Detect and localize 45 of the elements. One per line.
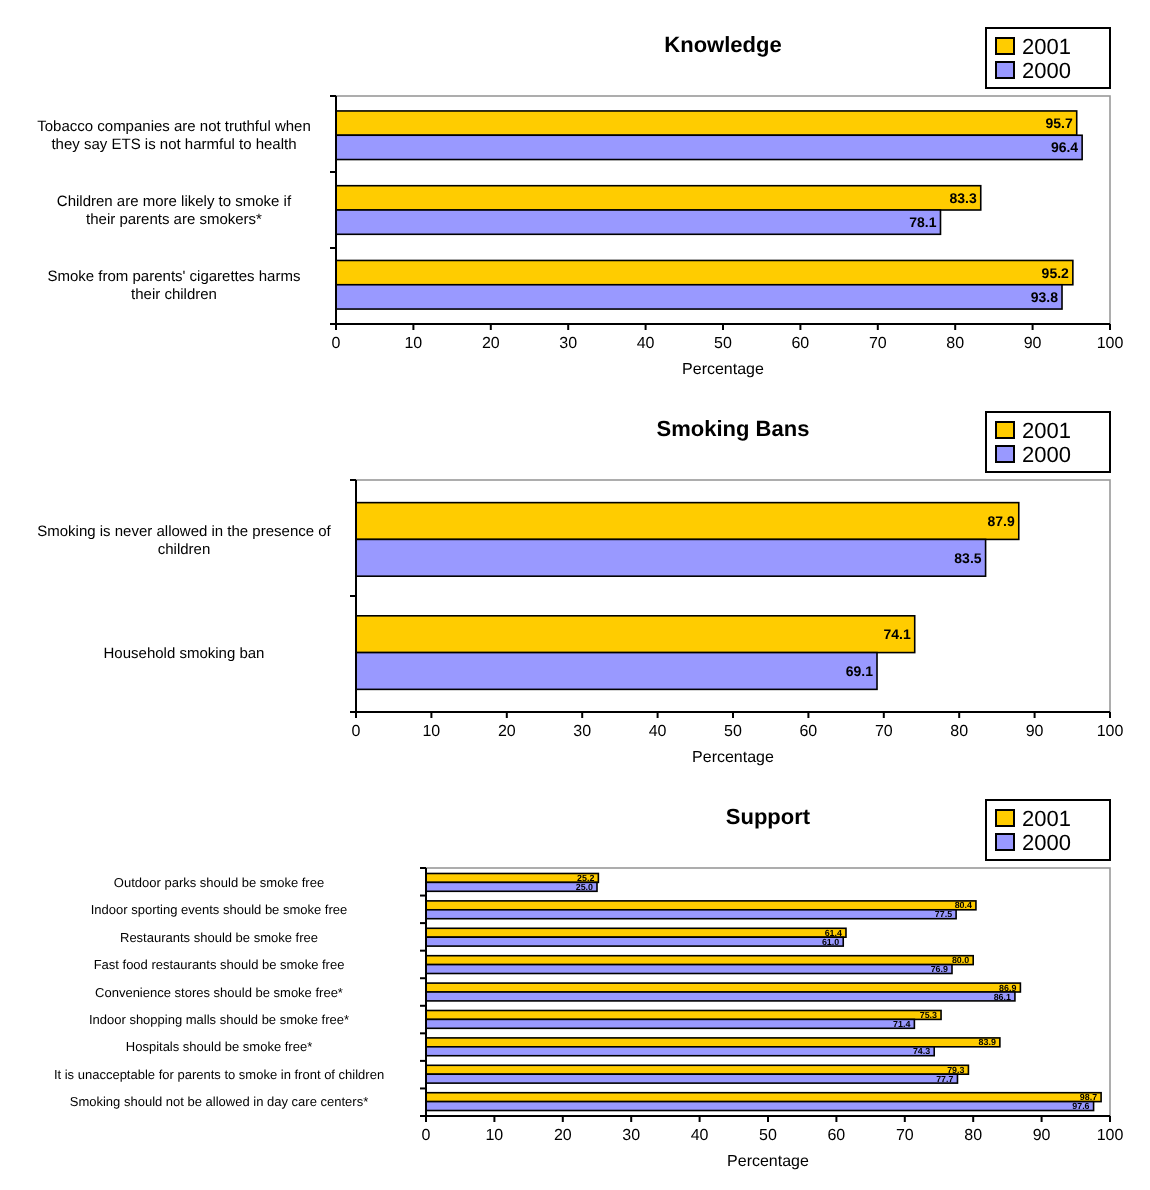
x-tick-label: 90 xyxy=(1032,1126,1052,1144)
x-tick-label: 10 xyxy=(422,722,442,740)
x-tick-label: 60 xyxy=(799,722,819,740)
x-tick-label: 30 xyxy=(573,722,593,740)
x-tick-label: 70 xyxy=(868,334,888,352)
x-tick-label: 90 xyxy=(1023,334,1043,352)
x-tick-label: 40 xyxy=(636,334,656,352)
legend-label: 2001 xyxy=(1022,419,1071,444)
x-axis-title: Percentage xyxy=(727,1152,811,1170)
x-tick-label: 40 xyxy=(648,722,668,740)
x-tick-label: 80 xyxy=(946,334,966,352)
x-tick-label: 50 xyxy=(714,334,733,352)
x-tick-label: 0 xyxy=(331,334,342,352)
chart-title: Smoking Bans xyxy=(656,418,810,442)
x-tick-label: 20 xyxy=(553,1126,573,1144)
legend-label: 2001 xyxy=(1022,35,1071,60)
x-tick-label: 70 xyxy=(895,1126,915,1144)
x-tick-label: 30 xyxy=(622,1126,642,1144)
x-tick-label: 100 xyxy=(1096,722,1125,740)
x-tick-label: 10 xyxy=(404,334,424,352)
x-tick-label: 90 xyxy=(1025,722,1045,740)
legend-label: 2000 xyxy=(1022,443,1071,468)
legend-label: 2000 xyxy=(1022,59,1071,84)
x-tick-label: 100 xyxy=(1096,1126,1125,1144)
x-tick-label: 70 xyxy=(874,722,894,740)
legend-label: 2001 xyxy=(1022,807,1071,832)
x-axis-title: Percentage xyxy=(692,748,776,766)
x-axis-title: Percentage xyxy=(682,360,766,378)
x-tick-label: 0 xyxy=(421,1126,432,1144)
chart-title: Support xyxy=(725,806,811,830)
x-tick-label: 40 xyxy=(690,1126,710,1144)
x-tick-label: 100 xyxy=(1096,334,1125,352)
x-tick-label: 20 xyxy=(497,722,517,740)
x-tick-label: 50 xyxy=(724,722,743,740)
x-tick-label: 50 xyxy=(759,1126,778,1144)
x-tick-label: 60 xyxy=(791,334,811,352)
x-tick-label: 20 xyxy=(481,334,501,352)
x-tick-label: 10 xyxy=(485,1126,505,1144)
x-tick-label: 80 xyxy=(964,1126,984,1144)
x-tick-label: 0 xyxy=(351,722,362,740)
legend-label: 2000 xyxy=(1022,831,1071,856)
chart-title: Knowledge xyxy=(664,34,782,58)
x-tick-label: 80 xyxy=(950,722,970,740)
x-tick-label: 30 xyxy=(559,334,579,352)
x-tick-label: 60 xyxy=(827,1126,847,1144)
